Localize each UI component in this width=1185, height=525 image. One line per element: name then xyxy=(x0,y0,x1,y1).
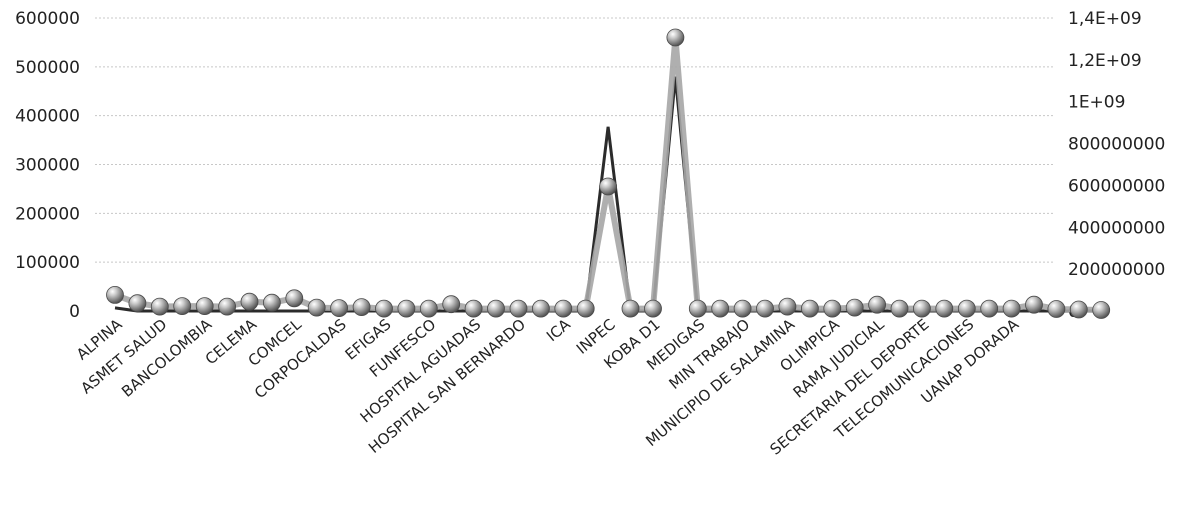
data-point xyxy=(1092,301,1111,319)
data-point xyxy=(1047,300,1066,318)
data-point xyxy=(980,299,999,318)
category-label: ICA xyxy=(543,315,574,345)
data-point xyxy=(644,299,662,318)
data-point xyxy=(913,299,931,318)
data-point xyxy=(756,299,774,318)
right-tick-label: 600000000 xyxy=(1068,176,1165,196)
data-point xyxy=(868,295,886,314)
data-point xyxy=(621,299,640,318)
data-point xyxy=(532,299,550,318)
left-tick-label: 100000 xyxy=(15,253,80,273)
data-point xyxy=(128,294,147,313)
data-point xyxy=(711,299,730,318)
right-axis: 02000000004000000006000000008000000001E+… xyxy=(1068,9,1165,322)
data-point xyxy=(1002,299,1021,318)
data-point xyxy=(173,297,192,316)
data-point xyxy=(464,299,483,318)
gridlines xyxy=(95,17,1055,263)
data-point xyxy=(352,298,371,317)
data-point xyxy=(554,299,573,318)
data-point xyxy=(801,299,819,318)
left-tick-label: 200000 xyxy=(15,204,80,224)
data-point xyxy=(262,293,281,312)
left-tick-label: 500000 xyxy=(15,58,80,78)
right-tick-label: 1,4E+09 xyxy=(1068,9,1142,29)
data-point xyxy=(666,28,685,47)
right-tick-label: 1E+09 xyxy=(1068,93,1125,113)
right-tick-label: 200000000 xyxy=(1068,260,1165,280)
data-point xyxy=(106,285,124,304)
left-tick-label: 300000 xyxy=(15,156,80,176)
data-point xyxy=(487,299,505,318)
data-point xyxy=(419,299,438,318)
data-point xyxy=(330,299,349,318)
data-point xyxy=(150,297,169,316)
data-point xyxy=(307,298,326,317)
left-axis: 0 100000 200000 300000 400000 500000 600000 xyxy=(15,9,80,322)
data-point xyxy=(823,299,842,318)
series-left-axis xyxy=(106,28,1111,319)
data-point xyxy=(397,299,416,318)
data-point xyxy=(733,299,752,318)
data-point xyxy=(845,298,864,317)
left-tick-label: 0 xyxy=(69,302,80,322)
right-tick-label: 1,2E+09 xyxy=(1068,51,1142,71)
data-point xyxy=(375,299,393,318)
right-tick-label: 400000000 xyxy=(1068,218,1165,238)
data-point xyxy=(1025,295,1043,314)
data-point xyxy=(778,297,797,316)
data-point xyxy=(688,299,707,318)
data-point xyxy=(576,299,595,318)
data-point xyxy=(442,295,461,314)
data-point xyxy=(218,297,237,316)
right-tick-label: 800000000 xyxy=(1068,135,1165,155)
data-point xyxy=(285,289,304,308)
data-point xyxy=(1069,300,1088,319)
data-point xyxy=(240,292,259,311)
left-tick-label: 600000 xyxy=(15,9,80,29)
data-point xyxy=(509,299,528,318)
data-point xyxy=(599,177,617,196)
data-point xyxy=(195,297,214,316)
data-point xyxy=(935,299,954,318)
left-tick-label: 400000 xyxy=(15,107,80,127)
data-point xyxy=(890,299,909,318)
data-point xyxy=(957,299,976,318)
series-line-left xyxy=(113,34,1102,313)
